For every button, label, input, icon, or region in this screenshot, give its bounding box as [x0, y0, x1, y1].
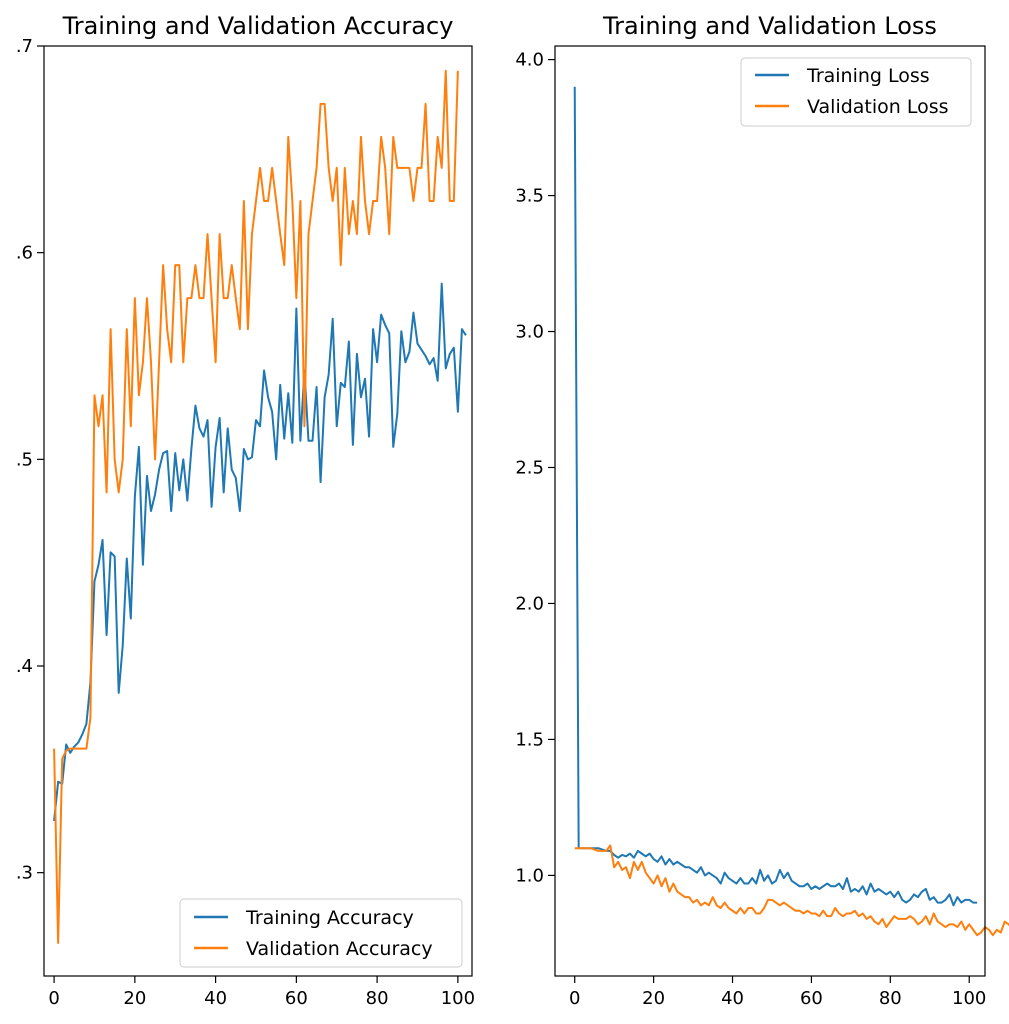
- loss-series-training-line: [573, 86, 978, 907]
- loss-chart-title: Training and Validation Loss: [602, 12, 937, 40]
- loss-y-tick-label: 2.5: [515, 457, 544, 478]
- accuracy-chart-title: Training and Validation Accuracy: [62, 12, 454, 40]
- accuracy-y-tick-label: .3: [16, 863, 33, 884]
- accuracy-x-tick-label: 100: [441, 988, 475, 1009]
- loss-legend-label-training: Training Loss: [806, 65, 930, 87]
- loss-y-tick-label: 4.0: [515, 50, 544, 71]
- accuracy-series-validation-line: [53, 69, 459, 944]
- loss-x-tick-label: 0: [569, 988, 580, 1009]
- accuracy-legend-box: [179, 898, 463, 968]
- accuracy-x-tick-label: 40: [204, 988, 227, 1009]
- loss-y-tick-label: 1.5: [515, 729, 544, 750]
- loss-x-tick-label: 100: [952, 988, 986, 1009]
- loss-axes-frame: [554, 45, 986, 977]
- loss-series-validation-line: [574, 844, 1009, 937]
- loss-x-tick-label: 60: [800, 988, 823, 1009]
- accuracy-y-tick-label: .6: [16, 243, 33, 264]
- accuracy-axes-frame: [43, 45, 473, 977]
- loss-x-tick-label: 80: [879, 988, 902, 1009]
- loss-y-tick-label: 3.5: [515, 186, 544, 207]
- accuracy-y-tick-label: .7: [16, 36, 33, 57]
- loss-y-tick-label: 1.0: [515, 865, 544, 886]
- loss-y-tick-label: 3.0: [515, 322, 544, 343]
- accuracy-legend-label-validation: Validation Accuracy: [246, 938, 433, 960]
- accuracy-legend-label-training: Training Accuracy: [245, 907, 414, 929]
- loss-plot-area: 0 20 40 60 80 100 1.0 1.5 2.0 2.5 3.0 3.5 4.0: [515, 50, 1009, 1009]
- accuracy-x-tick-label: 20: [123, 988, 146, 1009]
- accuracy-x-tick-label: 80: [366, 988, 389, 1009]
- accuracy-series-training-line: [53, 282, 467, 822]
- accuracy-chart: Training and Validation Accuracy 0 20 40 60…: [16, 12, 475, 1009]
- loss-y-tick-label: 2.0: [515, 593, 544, 614]
- loss-x-tick-label: 20: [642, 988, 665, 1009]
- loss-legend-box: [740, 57, 972, 127]
- accuracy-x-tick-label: 60: [285, 988, 308, 1009]
- accuracy-y-tick-label: .4: [16, 656, 33, 677]
- loss-legend: Training Loss Validation Loss: [740, 57, 972, 127]
- accuracy-y-tick-label: .5: [16, 449, 33, 470]
- loss-x-tick-label: 40: [721, 988, 744, 1009]
- loss-legend-label-validation: Validation Loss: [807, 96, 949, 118]
- loss-chart: Training and Validation Loss 0 20 40 60 80 10…: [515, 12, 1009, 1009]
- accuracy-plot-area: 0 20 40 60 80 100 .3 .4 .5 .6 .7: [16, 36, 475, 1009]
- accuracy-x-tick-label: 0: [48, 988, 59, 1009]
- accuracy-legend: Training Accuracy Validation Accuracy: [179, 898, 463, 968]
